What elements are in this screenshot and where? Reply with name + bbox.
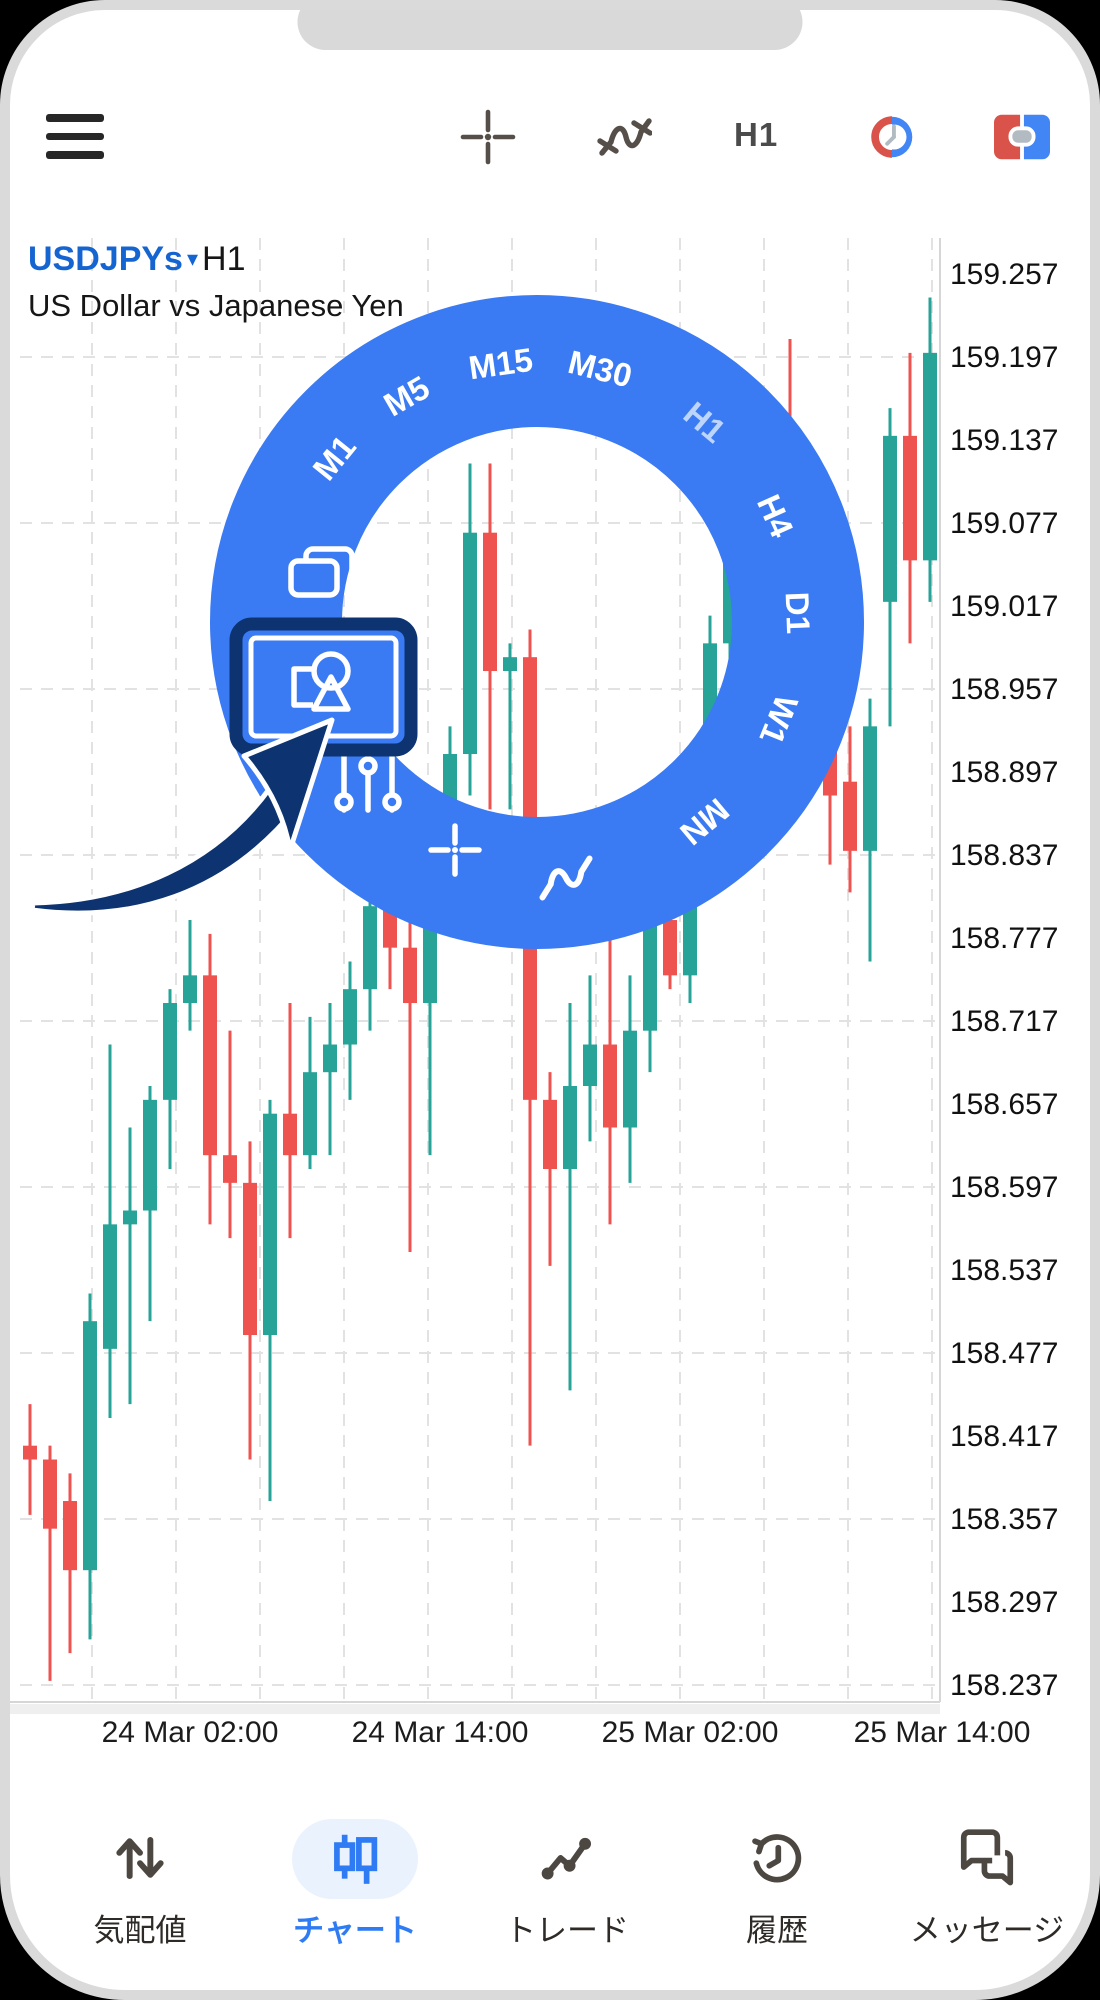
candle: [163, 989, 177, 1170]
nav-item-history[interactable]: 履歴: [672, 1805, 882, 1955]
candle: [883, 408, 897, 727]
candle: [143, 1086, 157, 1322]
top-toolbar: H1: [10, 106, 1090, 176]
candle: [503, 643, 517, 810]
line-chart-icon[interactable]: [596, 106, 652, 168]
price-axis-label: 159.257: [950, 258, 1058, 291]
candle: [543, 1072, 557, 1266]
windows-icon[interactable]: [288, 546, 355, 598]
candle: [23, 1404, 37, 1515]
candle: [583, 975, 597, 1142]
time-axis-label: 25 Mar 14:00: [853, 1716, 1031, 1749]
price-axis-label: 159.137: [950, 424, 1058, 457]
crosshair-icon[interactable]: [428, 823, 482, 877]
price-axis-label: 158.657: [950, 1088, 1058, 1121]
nav-item-label: 気配値: [93, 1913, 187, 1948]
candle: [403, 892, 417, 1253]
candle: [643, 906, 657, 1073]
candle: [103, 1044, 117, 1419]
ring-timeframe-D1[interactable]: D1: [779, 591, 817, 634]
candle: [43, 1445, 57, 1681]
nav-item-chart[interactable]: チャート: [250, 1805, 460, 1955]
candle: [343, 961, 357, 1100]
time-axis-label: 24 Mar 14:00: [351, 1716, 529, 1749]
price-axis[interactable]: 159.257 159.197 159.137 159.077 159.017 158.9…: [950, 258, 1058, 1702]
nav-item-trade[interactable]: トレード: [462, 1805, 672, 1955]
nav-item-label: メッセージ: [909, 1913, 1065, 1948]
candle: [83, 1293, 97, 1640]
indicators-icon[interactable]: [334, 753, 402, 813]
bottom-navigation: 気配値 チャート トレード 履歴 メッセージ: [10, 1805, 1090, 1955]
notch-speaker: [297, 10, 803, 50]
price-axis-label: 158.237: [950, 1669, 1058, 1702]
candle: [623, 975, 637, 1183]
time-axis-label: 25 Mar 02:00: [601, 1716, 779, 1749]
candle: [923, 297, 937, 602]
trade-zigzag-icon: [534, 1825, 600, 1891]
candle: [283, 1003, 297, 1239]
candle: [603, 933, 617, 1225]
nav-item-quotes[interactable]: 気配値: [35, 1805, 245, 1955]
candle: [903, 352, 917, 644]
clock-split-icon[interactable]: [864, 106, 920, 168]
window-split-icon[interactable]: [994, 106, 1050, 168]
price-axis-label: 158.897: [950, 756, 1058, 789]
quotes-updown-icon: [107, 1825, 173, 1891]
ring-timeframe-M15[interactable]: M15: [466, 341, 535, 387]
candle: [303, 1016, 317, 1170]
nav-item-messages[interactable]: メッセージ: [882, 1805, 1090, 1955]
candle: [483, 463, 497, 810]
line-chart-icon[interactable]: [538, 855, 594, 901]
price-axis-label: 158.837: [950, 839, 1058, 872]
price-axis-label: 158.957: [950, 673, 1058, 706]
timeframe-button[interactable]: H1: [734, 116, 779, 153]
candle: [523, 629, 537, 1446]
price-axis-label: 158.477: [950, 1337, 1058, 1370]
nav-item-label: 履歴: [746, 1913, 808, 1948]
price-axis-label: 158.357: [950, 1503, 1058, 1536]
chart-candles-icon: [322, 1825, 388, 1891]
time-axis-label: 24 Mar 02:00: [101, 1716, 279, 1749]
price-axis-label: 158.597: [950, 1171, 1058, 1204]
price-axis-label: 158.297: [950, 1586, 1058, 1619]
nav-item-label: チャート: [293, 1913, 417, 1948]
price-axis-label: 159.077: [950, 507, 1058, 540]
price-axis-label: 158.537: [950, 1254, 1058, 1287]
price-chart[interactable]: 159.257 159.197 159.137 159.077 159.017 158.9…: [10, 238, 1100, 1749]
menu-button[interactable]: [46, 114, 104, 162]
price-axis-label: 158.417: [950, 1420, 1058, 1453]
candlestick-chart-canvas[interactable]: 159.257 159.197 159.137 159.077 159.017 158.9…: [10, 238, 1100, 1748]
candle: [323, 1003, 337, 1156]
candle: [563, 1003, 577, 1391]
messages-bubbles-icon: [954, 1825, 1020, 1891]
objects-icon[interactable]: [229, 617, 418, 757]
candle: [463, 463, 477, 796]
candle: [863, 698, 877, 962]
candle: [183, 920, 197, 1031]
candle: [203, 933, 217, 1225]
price-axis-label: 158.717: [950, 1005, 1058, 1038]
price-axis-label: 159.017: [950, 590, 1058, 623]
price-axis-label: 158.777: [950, 922, 1058, 955]
candle: [223, 1030, 237, 1239]
candle: [363, 878, 377, 1031]
price-axis-label: 159.197: [950, 341, 1058, 374]
time-axis[interactable]: 24 Mar 02:00 24 Mar 14:00 25 Mar 02:00 25 M…: [10, 1716, 1090, 1756]
history-clock-icon: [744, 1825, 810, 1891]
candle: [263, 1099, 277, 1502]
candle: [243, 1141, 257, 1460]
crosshair-icon[interactable]: [460, 106, 516, 168]
candle: [63, 1473, 77, 1654]
candle: [123, 1127, 137, 1405]
nav-item-label: トレード: [505, 1913, 629, 1948]
candle: [843, 726, 857, 893]
